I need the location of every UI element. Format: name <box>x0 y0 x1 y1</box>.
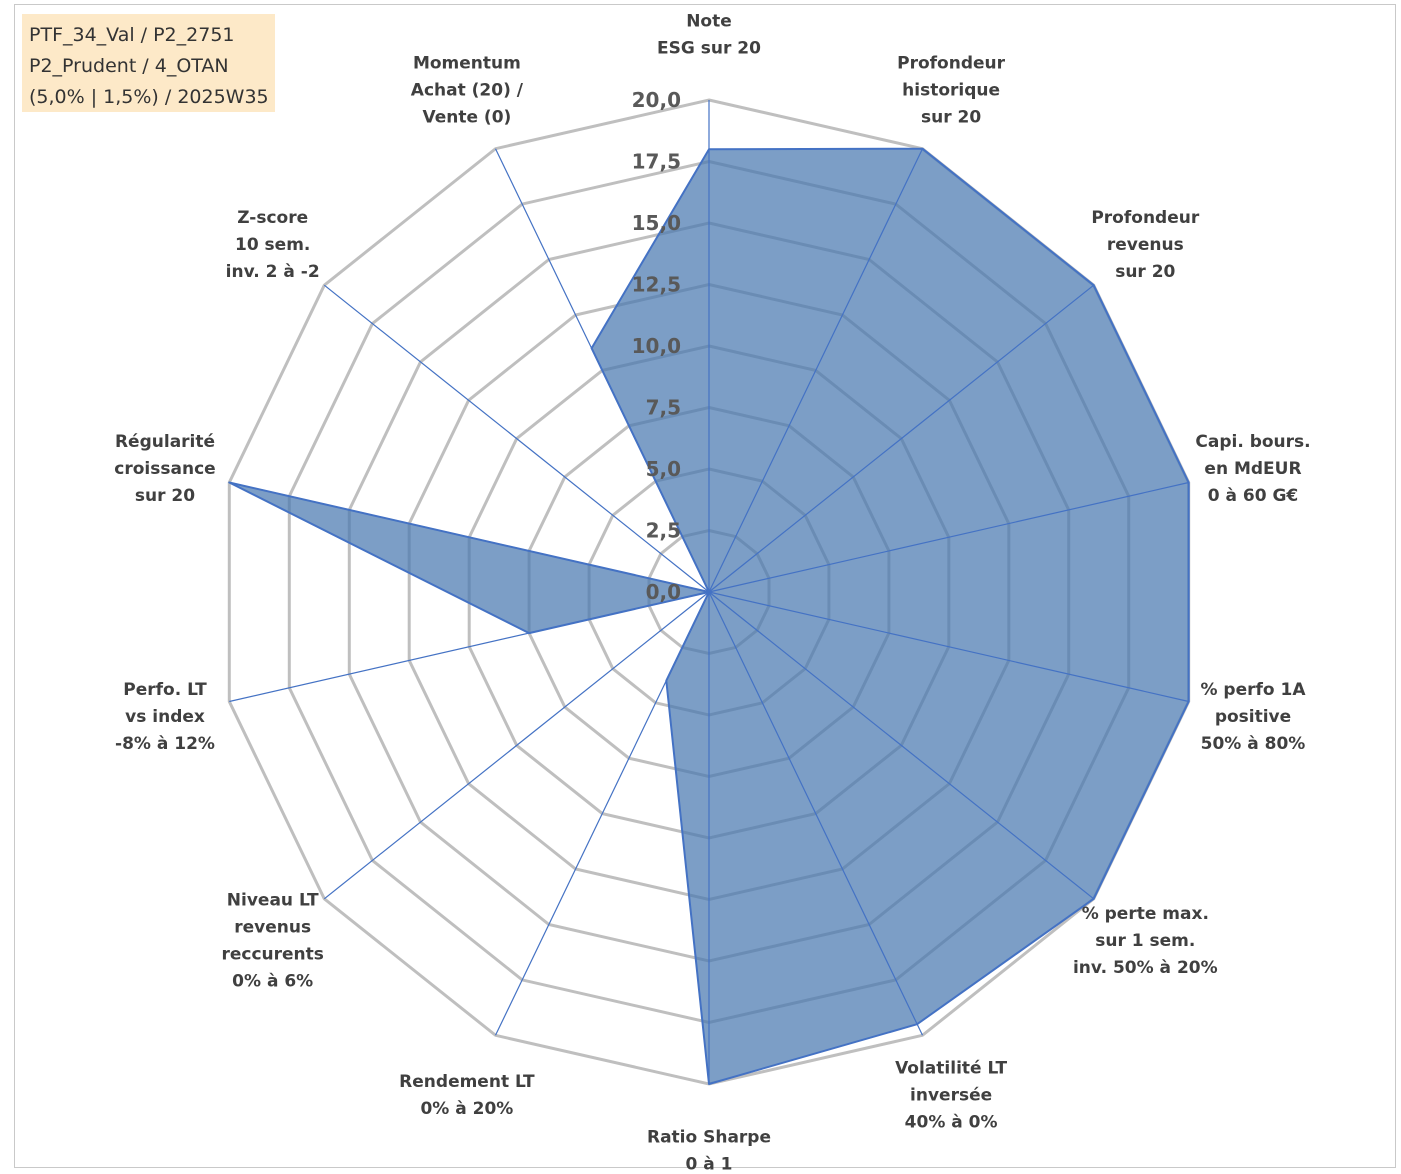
axis-spoke-7 <box>708 591 924 1036</box>
axis-spoke-3 <box>708 284 1095 593</box>
axis-spoke-14 <box>494 148 710 593</box>
axis-label-9: Rendement LT 0% à 20% <box>399 1072 535 1119</box>
axis-label-2: Profondeur historique sur 20 <box>897 53 1006 127</box>
axis-spoke-4 <box>708 481 1189 593</box>
info-line-2: P2_Prudent / 4_OTAN <box>29 55 229 77</box>
axis-label-4: Capi. bours. en MdEUR 0 à 60 G€ <box>1195 432 1310 506</box>
axis-spoke-11 <box>229 591 710 703</box>
axis-label-8: Ratio Sharpe 0 à 1 <box>647 1128 771 1174</box>
tick-label: 0,0 <box>646 580 681 604</box>
tick-label: 5,0 <box>646 457 681 481</box>
axis-spoke-9 <box>494 591 710 1036</box>
axis-spoke-6 <box>708 591 1095 900</box>
radar-axis-labels: Note ESG sur 20 Profondeur historique sur 20… <box>114 12 1310 1174</box>
axis-label-6: % perte max. sur 1 sem. inv. 50% à 20% <box>1073 904 1218 978</box>
tick-label: 10,0 <box>632 334 681 358</box>
axis-label-1: Note ESG sur 20 <box>657 12 761 59</box>
axis-spoke-13 <box>323 284 710 593</box>
info-line-1: PTF_34_Val / P2_2751 <box>29 24 235 46</box>
axis-label-7: Volatilité LT inversée 40% à 0% <box>895 1059 1007 1133</box>
info-line-3: (5,0% | 1,5%) / 2025W35 <box>29 86 269 108</box>
axis-spoke-2 <box>708 148 924 593</box>
axis-spoke-10 <box>323 591 710 900</box>
axis-spoke-12 <box>229 481 710 593</box>
tick-label: 2,5 <box>646 519 681 543</box>
tick-label: 7,5 <box>646 396 681 420</box>
axis-label-12: Régularité croissance sur 20 <box>114 432 215 506</box>
axis-label-10: Niveau LT revenus reccurents 0% à 6% <box>221 890 323 991</box>
tick-label: 12,5 <box>632 273 681 297</box>
tick-label: 17,5 <box>632 150 681 174</box>
axis-label-3: Profondeur revenus sur 20 <box>1091 208 1200 282</box>
radar-tick-labels: 0,0 2,5 5,0 7,5 10,0 12,5 15,0 17,5 20,0 <box>632 88 681 604</box>
axis-label-11: Perfo. LT vs index -8% à 12% <box>115 680 215 754</box>
axis-spoke-5 <box>708 591 1189 703</box>
tick-label: 20,0 <box>632 88 681 112</box>
axis-label-14: Momentum Achat (20) / Vente (0) <box>411 53 524 127</box>
tick-label: 15,0 <box>632 211 681 235</box>
axis-label-13: Z-score 10 sem. inv. 2 à -2 <box>226 208 320 282</box>
axis-label-5: % perfo 1A positive 50% à 80% <box>1200 680 1306 754</box>
portfolio-info-box: PTF_34_Val / P2_2751 P2_Prudent / 4_OTAN… <box>22 14 275 112</box>
radar-axes <box>229 100 1189 1084</box>
